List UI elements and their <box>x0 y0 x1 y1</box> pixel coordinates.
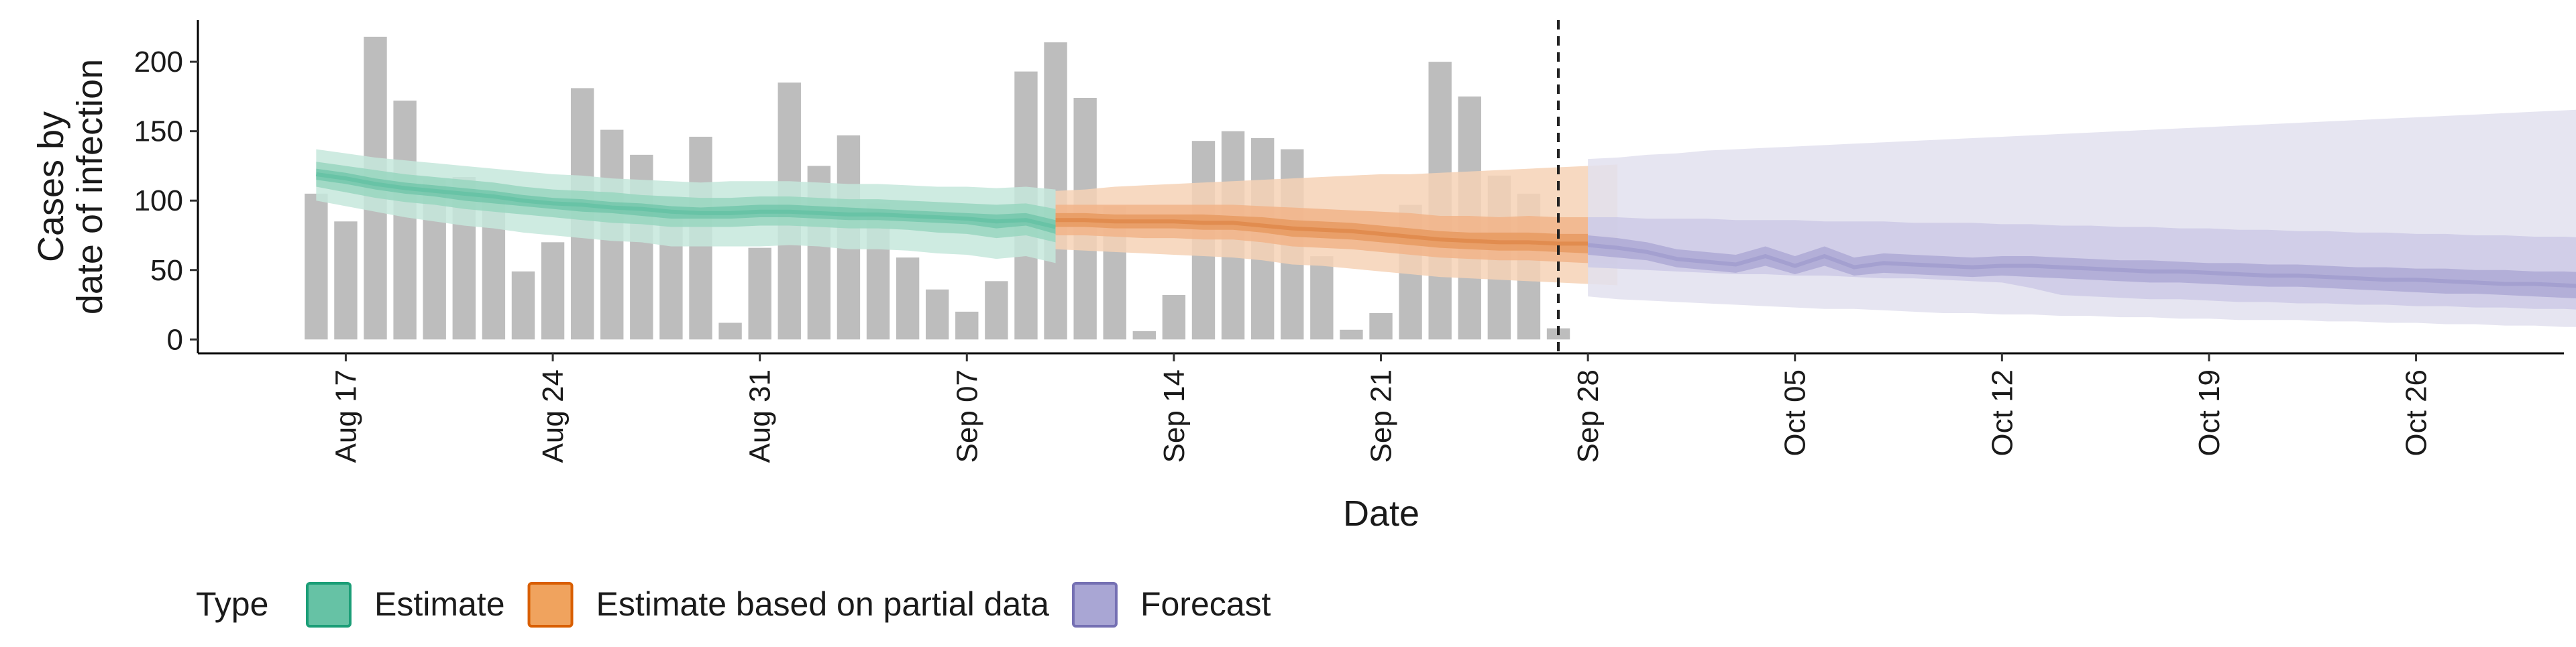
x-axis-title: Date <box>1343 493 1419 534</box>
x-tick-label: Oct 05 <box>1779 369 1812 457</box>
bar <box>748 247 771 340</box>
median-line <box>1055 218 1618 247</box>
series-2 <box>1587 109 2576 327</box>
legend-label: Forecast <box>1140 585 1271 623</box>
x-tick-label: Sep 14 <box>1158 369 1191 463</box>
ribbon-mid <box>316 162 1056 243</box>
legend: Type Estimate Estimate based on partial d… <box>196 582 1271 628</box>
y-tick-label: 0 <box>167 323 183 356</box>
x-tick-label: Aug 17 <box>329 369 362 463</box>
bar <box>1369 312 1393 340</box>
legend-entry-2: Forecast <box>1071 582 1271 628</box>
bar <box>925 289 949 340</box>
y-axis-title-line-1: Cases by <box>31 111 71 262</box>
bar <box>511 271 535 340</box>
ribbons-layer <box>315 109 2576 327</box>
bar <box>1340 329 1363 340</box>
bar <box>541 242 565 340</box>
bar <box>1310 256 1334 340</box>
legend-title: Type <box>196 585 268 623</box>
bar <box>955 311 979 340</box>
y-tick-label: 150 <box>134 115 183 148</box>
median-line <box>315 172 1057 229</box>
y-tick-label: 100 <box>134 184 183 217</box>
bar <box>896 257 920 340</box>
legend-swatch <box>1071 582 1118 628</box>
x-tick-label: Aug 24 <box>537 369 570 463</box>
axes-layer: 0 50 100 150 200 Aug 17 Aug 24 Aug 31 Sep 07 Sep … <box>134 20 2564 463</box>
x-tick-label: Aug 31 <box>744 369 777 463</box>
x-tick-label: Sep 07 <box>951 369 983 463</box>
median-line <box>1587 243 2576 288</box>
legend-entry-0: Estimate <box>306 582 505 628</box>
x-tick-label: Oct 12 <box>1986 369 2019 457</box>
legend-swatch <box>306 582 352 628</box>
y-axis-title-line-2: date of infection <box>70 59 110 314</box>
ribbon-inner <box>316 168 1056 234</box>
x-tick-label: Oct 19 <box>2193 369 2226 457</box>
x-tick-label: Sep 28 <box>1572 369 1605 463</box>
bar <box>718 322 742 340</box>
y-tick-label: 50 <box>150 254 183 287</box>
bar <box>1132 331 1156 340</box>
bar <box>334 221 358 340</box>
series-0 <box>315 149 1057 263</box>
y-tick-label: 200 <box>134 46 183 78</box>
legend-label: Estimate based on partial data <box>596 585 1050 623</box>
x-tick-label: Oct 26 <box>2400 369 2433 457</box>
series-1 <box>1055 164 1618 286</box>
bar <box>305 193 328 340</box>
bar <box>1162 295 1186 340</box>
bar <box>985 281 1008 340</box>
bar <box>393 101 417 340</box>
x-tick-label: Sep 21 <box>1365 369 1398 463</box>
legend-label: Estimate <box>374 585 505 623</box>
legend-swatch <box>527 582 574 628</box>
legend-entry-1: Estimate based on partial data <box>527 582 1050 628</box>
